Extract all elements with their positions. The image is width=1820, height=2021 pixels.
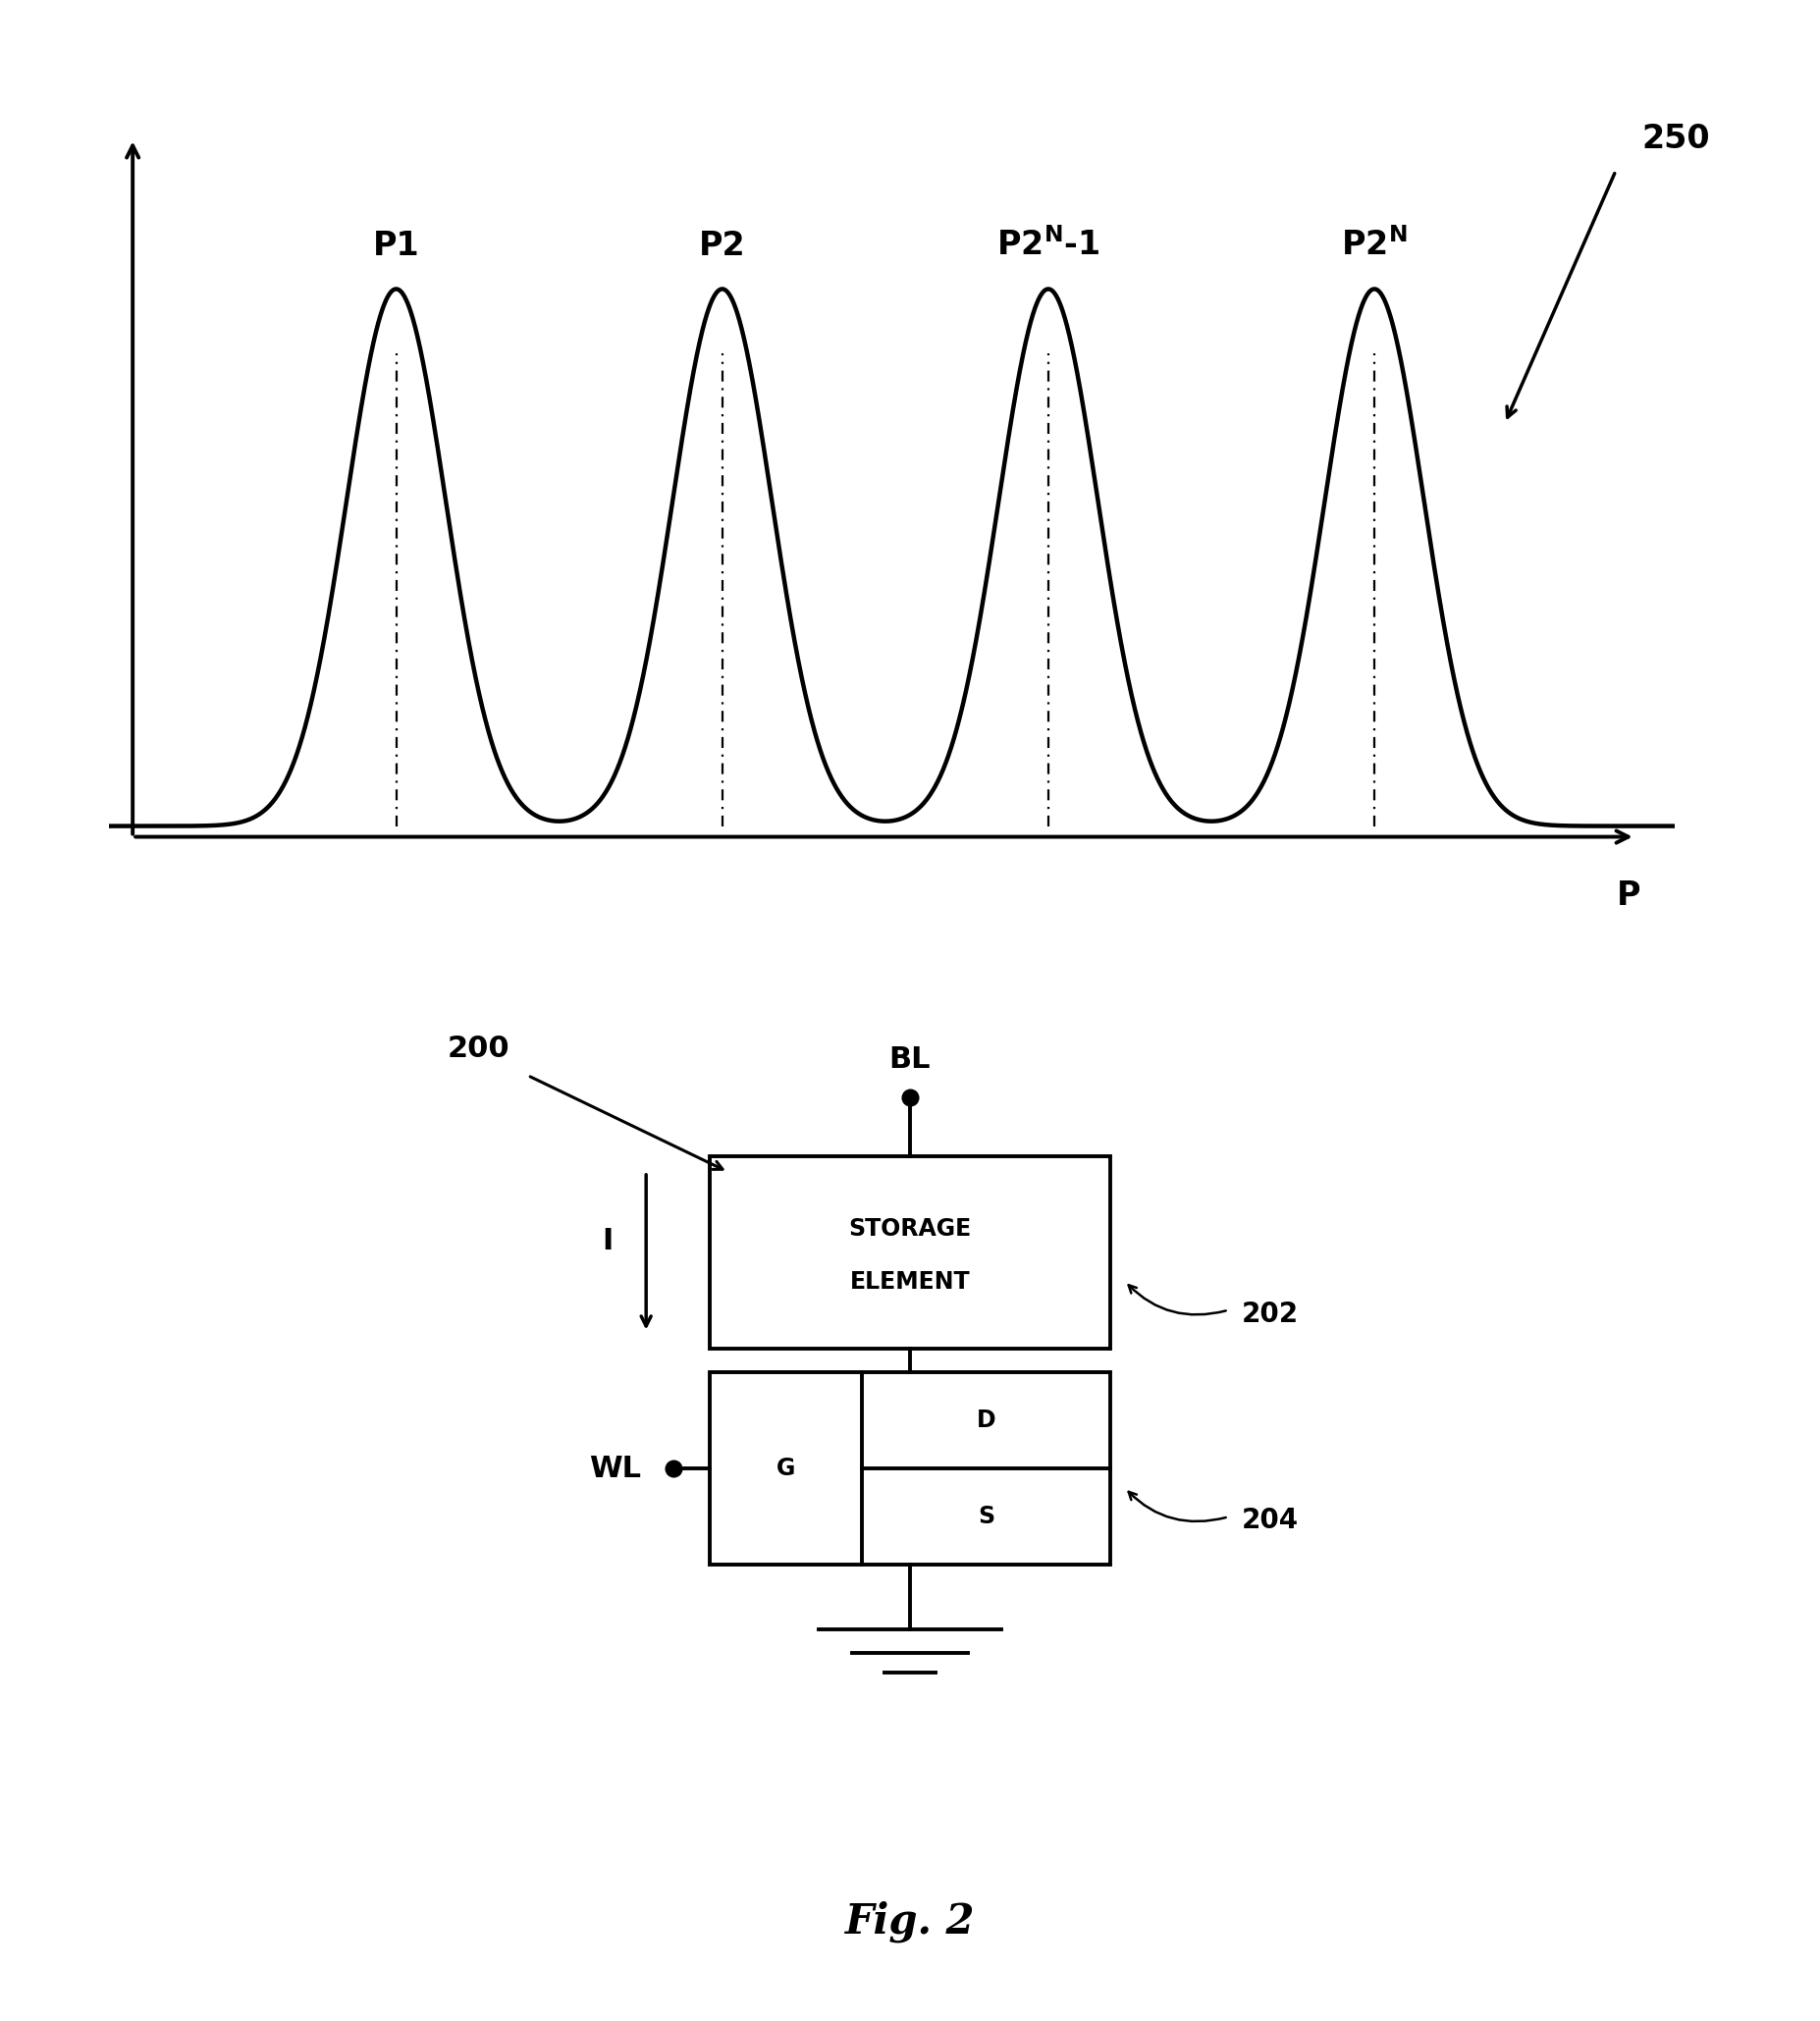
Text: D: D — [977, 1409, 996, 1433]
Bar — [710, 1156, 1110, 1348]
Text: WL: WL — [588, 1455, 641, 1483]
Text: P2$^\mathbf{N}$-1: P2$^\mathbf{N}$-1 — [997, 228, 1099, 263]
Text: BL: BL — [890, 1045, 930, 1073]
Text: 202: 202 — [1241, 1300, 1298, 1328]
Text: 200: 200 — [448, 1035, 510, 1063]
Text: P2: P2 — [699, 230, 746, 263]
Text: P1: P1 — [373, 230, 420, 263]
Text: P2$^\mathbf{N}$: P2$^\mathbf{N}$ — [1341, 228, 1407, 263]
Text: ELEMENT: ELEMENT — [850, 1271, 970, 1293]
Bar — [710, 1372, 1110, 1564]
Text: I: I — [602, 1227, 613, 1255]
Text: Fig. 2: Fig. 2 — [844, 1902, 976, 1942]
Text: 250: 250 — [1642, 123, 1711, 156]
Text: P: P — [1616, 879, 1642, 911]
Text: S: S — [977, 1506, 994, 1528]
Text: STORAGE: STORAGE — [848, 1217, 972, 1241]
Text: G: G — [777, 1457, 795, 1479]
Text: 204: 204 — [1241, 1508, 1298, 1534]
